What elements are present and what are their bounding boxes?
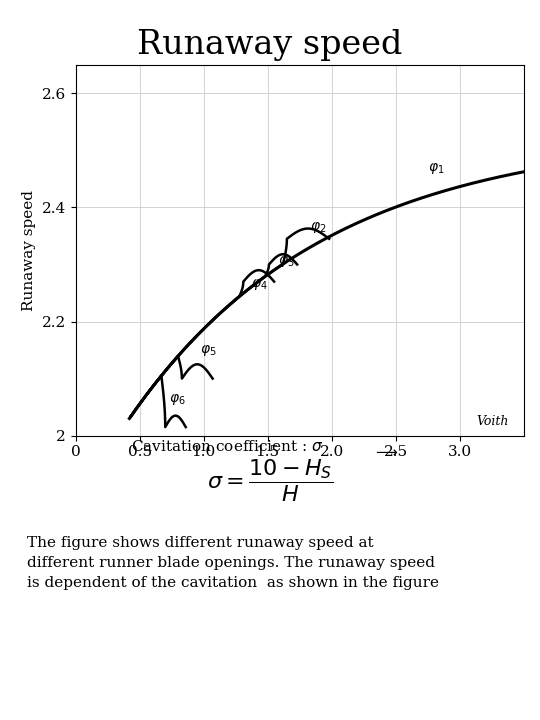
Text: Runaway speed: Runaway speed	[137, 29, 403, 60]
Text: $\varphi_1$: $\varphi_1$	[428, 161, 444, 176]
Text: Cavitation coefficient : $\sigma$: Cavitation coefficient : $\sigma$	[131, 439, 323, 454]
Text: $\varphi_6$: $\varphi_6$	[169, 392, 186, 408]
Text: $\sigma = \dfrac{10 - H_S}{H}$: $\sigma = \dfrac{10 - H_S}{H}$	[207, 457, 333, 504]
Text: The figure shows different runaway speed at
different runner blade openings. The: The figure shows different runaway speed…	[27, 536, 439, 590]
Text: $\varphi_5$: $\varphi_5$	[200, 343, 217, 358]
Text: $\varphi_3$: $\varphi_3$	[278, 254, 294, 269]
Text: $\varphi_2$: $\varphi_2$	[310, 220, 326, 235]
Y-axis label: Runaway speed: Runaway speed	[22, 189, 36, 311]
Text: $\longrightarrow$: $\longrightarrow$	[373, 446, 399, 459]
Text: Voith: Voith	[476, 415, 509, 428]
Text: $\varphi_4$: $\varphi_4$	[251, 277, 268, 292]
